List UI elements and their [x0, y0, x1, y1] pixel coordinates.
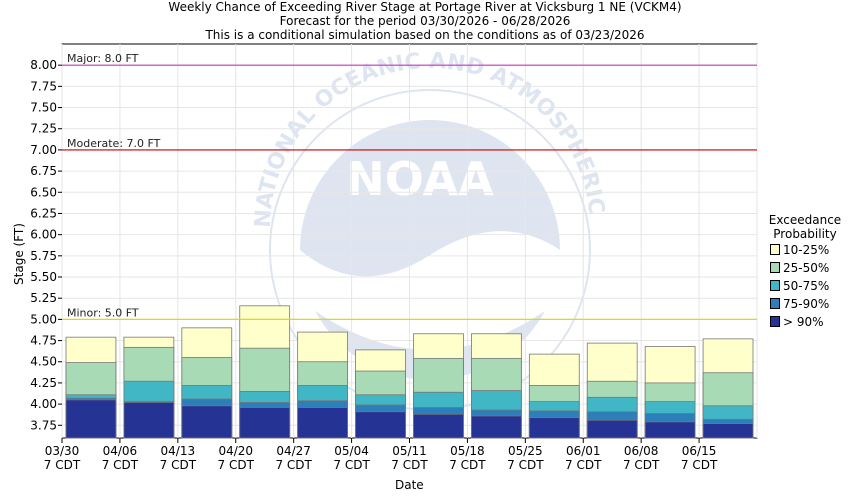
y-tick-label: 4.75 — [30, 334, 57, 348]
legend-item: 50-75% — [770, 279, 829, 293]
x-tick-label-date: 05/25 — [508, 444, 543, 458]
legend-item: 10-25% — [770, 243, 829, 257]
x-tick-label-date: 04/13 — [161, 444, 196, 458]
chart-title-line-2: Forecast for the period 03/30/2026 - 06/… — [279, 14, 571, 28]
threshold-label: Moderate: 7.0 FT — [67, 137, 161, 150]
x-tick-label-tz: 7 CDT — [218, 458, 255, 472]
y-tick-label: 6.25 — [30, 206, 57, 220]
x-tick-label-date: 06/15 — [682, 444, 717, 458]
bar-90-05-11 — [413, 413, 464, 439]
legend-swatch — [770, 280, 780, 291]
x-tick-label-tz: 7 CDT — [275, 458, 312, 472]
y-tick-label: 7.75 — [30, 79, 57, 93]
y-tick-label: 4.25 — [30, 376, 57, 390]
chart-title-line-1: Weekly Chance of Exceeding River Stage a… — [168, 0, 682, 14]
threshold-label: Minor: 5.0 FT — [67, 306, 139, 319]
bar-90-06-08 — [644, 421, 696, 439]
bar-90-05-25 — [528, 417, 580, 439]
y-tick-label: 5.50 — [30, 270, 57, 284]
bar-90-06-01 — [586, 419, 638, 439]
legend-item: > 90% — [770, 315, 824, 329]
x-tick-label-tz: 7 CDT — [102, 458, 139, 472]
x-tick-label-date: 05/18 — [450, 444, 485, 458]
y-tick-label: 6.00 — [30, 228, 57, 242]
x-tick-label-tz: 7 CDT — [565, 458, 602, 472]
legend-label: 10-25% — [783, 243, 830, 257]
y-tick-label: 7.25 — [30, 122, 57, 136]
y-tick-label: 6.50 — [30, 185, 57, 199]
legend-swatch — [770, 244, 780, 255]
legend-label: 25-50% — [783, 261, 830, 275]
bar-90-04-06 — [123, 402, 175, 439]
legend-title-line-1: Exceedance — [768, 213, 842, 227]
x-tick-label-date: 05/11 — [392, 444, 427, 458]
x-tick-label-date: 06/01 — [566, 444, 601, 458]
y-tick-label: 5.75 — [30, 249, 57, 263]
y-tick-label: 3.75 — [30, 418, 57, 432]
x-tick-label-tz: 7 CDT — [391, 458, 428, 472]
x-tick-label-date: 03/30 — [45, 444, 80, 458]
bar-90-04-20 — [239, 407, 291, 439]
legend-label: 50-75% — [783, 279, 830, 293]
x-tick-label-tz: 7 CDT — [160, 458, 197, 472]
legend-swatch — [770, 262, 780, 273]
y-tick-label: 5.25 — [30, 291, 57, 305]
y-tick-label: 6.75 — [30, 164, 57, 178]
x-tick-label-tz: 7 CDT — [44, 458, 81, 472]
x-tick-label-tz: 7 CDT — [507, 458, 544, 472]
x-tick-label-tz: 7 CDT — [623, 458, 660, 472]
chart-title-line-3: This is a conditional simulation based o… — [205, 28, 645, 42]
legend-label: > 90% — [783, 315, 824, 329]
legend-item: 25-50% — [770, 261, 829, 275]
noaa-logo-text: NOAA — [346, 152, 494, 206]
x-tick-label-tz: 7 CDT — [333, 458, 370, 472]
x-tick-label-tz: 7 CDT — [681, 458, 718, 472]
y-tick-label: 7.50 — [30, 101, 57, 115]
threshold-label: Major: 8.0 FT — [67, 52, 139, 65]
bar-90-06-15 — [702, 423, 754, 439]
legend-label: 75-90% — [783, 297, 830, 311]
x-tick-label-date: 06/08 — [624, 444, 659, 458]
x-tick-label-date: 04/27 — [276, 444, 311, 458]
x-tick-label-date: 04/20 — [218, 444, 253, 458]
legend-item: 75-90% — [770, 297, 829, 311]
bar-90-03-30 — [65, 399, 117, 439]
legend-swatch — [770, 316, 780, 327]
y-tick-label: 8.00 — [30, 58, 57, 72]
x-axis-label: Date — [395, 478, 424, 492]
y-tick-label: 7.00 — [30, 143, 57, 157]
bar-90-05-18 — [471, 415, 522, 439]
bar-90-05-04 — [355, 411, 406, 439]
legend-title-line-2: Probability — [773, 227, 837, 241]
legend-swatch — [770, 298, 780, 309]
x-tick-label-tz: 7 CDT — [449, 458, 486, 472]
y-tick-label: 4.00 — [30, 397, 57, 411]
x-tick-label-date: 05/04 — [334, 444, 369, 458]
x-tick-label-date: 04/06 — [103, 444, 138, 458]
y-axis-label: Stage (FT) — [11, 223, 26, 285]
bar-90-04-27 — [297, 407, 348, 439]
y-tick-label: 5.00 — [30, 312, 57, 326]
y-tick-label: 4.50 — [30, 355, 57, 369]
bar-90-04-13 — [181, 405, 233, 439]
